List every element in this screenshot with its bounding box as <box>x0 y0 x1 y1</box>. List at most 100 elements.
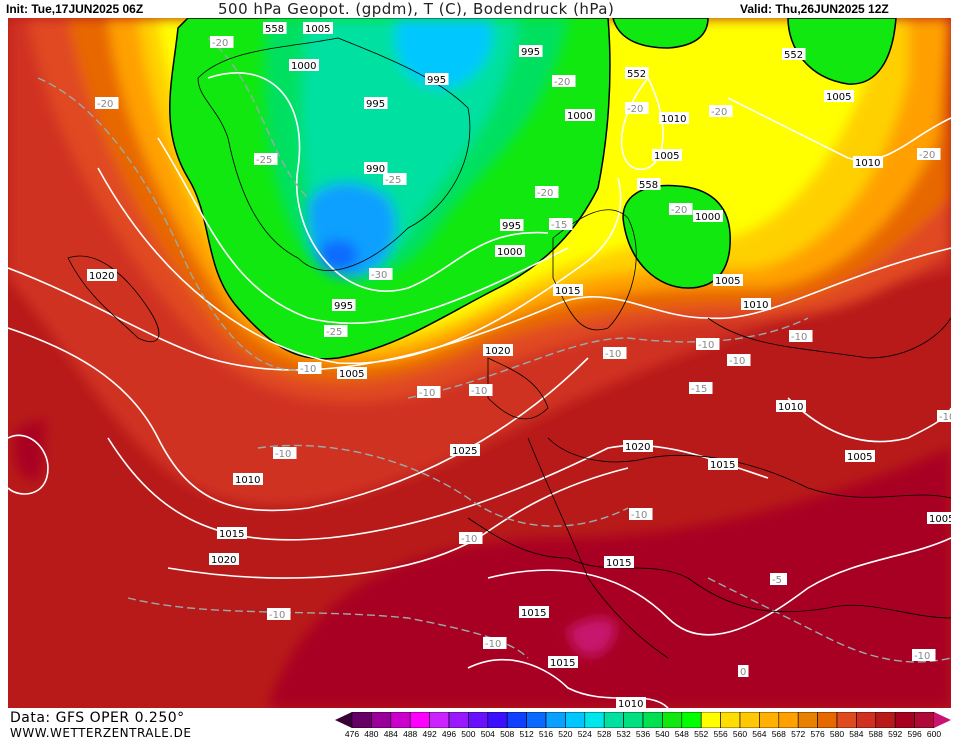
temperature-label: -10 <box>629 508 653 521</box>
pressure-label: 1015 <box>553 284 583 297</box>
pressure-label: 1005 <box>845 450 875 463</box>
colorbar-label: 552 <box>694 729 709 739</box>
pressure-label: 1005 <box>303 22 333 35</box>
colorbar-arrow-high <box>934 712 951 728</box>
colorbar-swatch <box>371 712 392 728</box>
colorbar-swatch <box>603 712 624 728</box>
pressure-label: 1020 <box>209 553 239 566</box>
label-background <box>217 527 247 539</box>
colorbar-swatch <box>487 712 508 728</box>
label-text: 1010 <box>235 475 260 486</box>
temperature-label: -30 <box>369 268 393 281</box>
pressure-label: 990 <box>364 162 388 175</box>
colorbar-swatch <box>506 712 527 728</box>
label-background <box>552 75 576 87</box>
colorbar-label: 548 <box>674 729 689 739</box>
label-background <box>713 274 743 286</box>
label-text: 1005 <box>715 276 740 287</box>
colorbar-label: 488 <box>403 729 418 739</box>
temperature-label: -10 <box>937 410 951 423</box>
label-text: -10 <box>605 349 621 360</box>
label-background <box>369 268 393 280</box>
colorbar-label: 516 <box>538 729 554 739</box>
label-text: -10 <box>939 412 951 423</box>
temperature-label: -15 <box>549 218 573 231</box>
temperature-label: -10 <box>603 347 627 360</box>
temperature-label: -5 <box>770 573 787 586</box>
colorbar-label: 508 <box>500 729 515 739</box>
isotherms <box>37 37 951 663</box>
low-north-region <box>787 18 897 85</box>
colorbar-swatch <box>351 712 372 728</box>
label-background <box>782 48 806 60</box>
colorbar-label: 480 <box>364 729 379 739</box>
label-background <box>254 153 278 165</box>
colorbar-label: 584 <box>849 729 864 739</box>
label-background <box>298 362 322 374</box>
label-background <box>741 298 771 310</box>
pressure-label: 1015 <box>604 556 634 569</box>
label-text: 1020 <box>485 346 510 357</box>
colorbar-swatch <box>720 712 741 728</box>
colorbar-swatch <box>448 712 469 728</box>
label-text: -10 <box>485 639 501 650</box>
label-background <box>303 22 333 34</box>
pressure-label: 1000 <box>495 245 525 258</box>
label-background <box>519 45 543 57</box>
label-background <box>289 59 319 71</box>
temperature-label: 0 <box>738 665 749 678</box>
colorbar-label: 476 <box>344 729 360 739</box>
temperature-label: -10 <box>267 608 291 621</box>
label-text: 1005 <box>826 92 851 103</box>
label-background <box>689 382 713 394</box>
temperature-label: -10 <box>912 649 936 662</box>
coastlines <box>67 37 951 659</box>
label-text: 990 <box>366 164 385 175</box>
label-background <box>209 553 239 565</box>
label-text: -10 <box>275 449 291 460</box>
pressure-label: 995 <box>500 219 524 232</box>
pressure-label: 1010 <box>853 156 883 169</box>
map-canvas: 1005 1000 995 995 995 1000 990 995 995 1000 1010 10… <box>8 18 951 708</box>
colorbar-label: 560 <box>732 729 748 739</box>
label-background <box>548 656 578 668</box>
temperature-label: -20 <box>669 203 693 216</box>
colorbar-label: 568 <box>771 729 786 739</box>
label-background <box>417 386 441 398</box>
label-text: -10 <box>631 510 647 521</box>
pressure-label: 1015 <box>548 656 578 669</box>
pressure-label: 1015 <box>708 458 738 471</box>
label-background <box>738 665 749 677</box>
label-text: 1010 <box>618 699 643 708</box>
label-text: 1005 <box>654 151 679 162</box>
label-text: 1000 <box>567 111 592 122</box>
colorbar-swatch <box>700 712 721 728</box>
colorbar-swatch <box>390 712 411 728</box>
colorbar-label: 512 <box>519 729 534 739</box>
label-background <box>483 344 513 356</box>
colorbar-label: 588 <box>868 729 883 739</box>
temperature-label: -25 <box>383 173 407 186</box>
label-text: -20 <box>627 104 643 115</box>
label-text: 552 <box>627 69 646 80</box>
label-background <box>696 338 720 350</box>
pressure-label: 995 <box>519 45 543 58</box>
label-text: 552 <box>784 50 803 61</box>
label-text: 1005 <box>929 514 951 525</box>
label-text: -10 <box>698 340 714 351</box>
colorbar-label: 496 <box>441 729 457 739</box>
label-background <box>495 245 525 257</box>
colorbar-swatch <box>468 712 489 728</box>
label-text: -15 <box>691 384 707 395</box>
label-text: -20 <box>671 205 687 216</box>
label-text: 1010 <box>855 158 880 169</box>
pressure-label: 1005 <box>824 90 854 103</box>
colorbar-label: 504 <box>480 729 495 739</box>
label-background <box>565 109 595 121</box>
label-text: -10 <box>300 364 316 375</box>
temperature-label: -20 <box>709 105 733 118</box>
chart-title: 500 hPa Geopot. (gpdm), T (C), Bodendruc… <box>218 0 615 18</box>
colorbar-swatch <box>836 712 857 728</box>
label-text: 1010 <box>661 114 686 125</box>
temperature-label: -10 <box>459 532 483 545</box>
